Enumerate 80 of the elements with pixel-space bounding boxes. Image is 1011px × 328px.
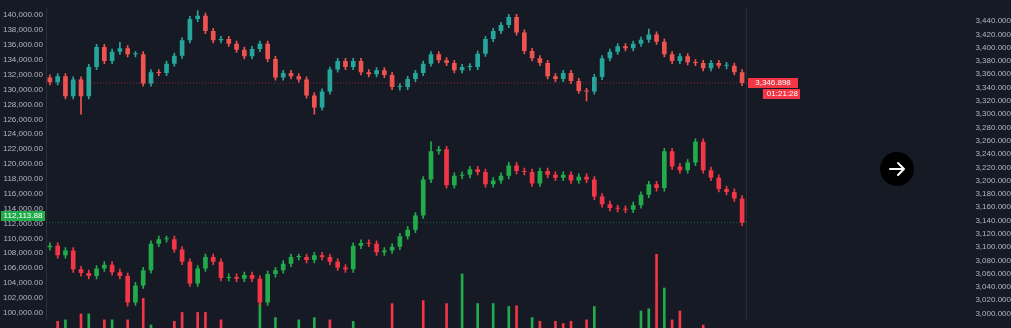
y2-tick-label: 3,340.000 xyxy=(975,82,1011,92)
y2-tick-label: 3,180.000 xyxy=(975,189,1011,199)
candlestick xyxy=(226,273,232,282)
candlestick xyxy=(366,69,372,78)
y2-tick-label: 3,140.000 xyxy=(975,215,1011,225)
y2-tick-label: 3,160.000 xyxy=(975,202,1011,212)
y-tick-label: 112,000.00 xyxy=(3,218,44,228)
y-tick-label: 116,000.00 xyxy=(3,188,44,198)
y-tick-label: 114,000.00 xyxy=(3,203,44,213)
y2-tick-label: 3,440.000 xyxy=(975,16,1011,26)
bar xyxy=(274,317,277,328)
bar xyxy=(141,298,145,328)
y-tick-label: 118,000.00 xyxy=(3,174,44,184)
y2-tick-label: 3,380.000 xyxy=(975,56,1011,66)
y2-tick-label: 3,240.000 xyxy=(975,149,1011,159)
y-tick-label: 104,000.00 xyxy=(2,278,44,288)
bar xyxy=(64,319,67,328)
y2-tick-label: 3,200.000 xyxy=(975,175,1011,185)
y-tick-label: 128,000.00 xyxy=(2,99,44,109)
bar xyxy=(173,321,176,328)
bar xyxy=(196,312,199,328)
candlestick xyxy=(156,69,162,76)
bar xyxy=(204,312,207,328)
y-tick-label: 140,000.00 xyxy=(2,10,44,20)
y-tick-label: 100,000.00 xyxy=(2,307,44,317)
bar xyxy=(421,300,425,328)
bar xyxy=(585,319,588,328)
ref-line-label: 3,346.898 xyxy=(755,78,792,88)
y2-tick-label: 3,360.000 xyxy=(975,69,1011,79)
y-tick-label: 134,000.00 xyxy=(2,55,44,65)
candlestick xyxy=(436,146,442,155)
y-tick-label: 136,000.00 xyxy=(2,40,44,50)
y2-tick-label: 3,040.000 xyxy=(975,282,1011,292)
y2-tick-label: 3,120.000 xyxy=(975,228,1011,238)
bar xyxy=(56,321,59,328)
y2-tick-label: 3,000.000 xyxy=(975,308,1011,318)
y-tick-label: 124,000.00 xyxy=(2,129,44,139)
bar xyxy=(655,254,658,328)
bar xyxy=(593,306,596,328)
bar xyxy=(647,308,651,328)
bar xyxy=(103,319,106,328)
bar xyxy=(476,303,479,328)
y-tick-label: 138,000.00 xyxy=(2,25,44,35)
bar xyxy=(515,305,518,328)
bar xyxy=(297,319,301,328)
y2-tick-label: 3,080.000 xyxy=(975,255,1011,265)
y2-tick-label: 3,020.000 xyxy=(975,295,1011,305)
bar xyxy=(507,306,511,328)
bar xyxy=(491,303,495,328)
y-tick-label: 132,000.00 xyxy=(2,69,44,79)
bar xyxy=(351,321,355,328)
y2-tick-label: 3,260.000 xyxy=(975,135,1011,145)
candlestick xyxy=(366,239,372,248)
y2-tick-label: 3,400.000 xyxy=(975,42,1011,52)
bar xyxy=(561,323,565,328)
y2-tick-label: 3,100.000 xyxy=(975,242,1011,252)
y2-tick-label: 3,300.000 xyxy=(975,109,1011,119)
bar xyxy=(663,287,666,328)
y-tick-label: 126,000.00 xyxy=(2,114,44,124)
y-tick-label: 130,000.00 xyxy=(2,84,44,94)
bar xyxy=(701,324,705,328)
bar xyxy=(87,313,91,328)
y-tick-label: 110,000.00 xyxy=(3,233,44,243)
y-tick-label: 102,000.00 xyxy=(2,293,44,303)
bar xyxy=(126,319,129,328)
bar xyxy=(313,317,316,328)
y2-tick-label: 3,220.000 xyxy=(975,162,1011,172)
y2-tick-label: 3,060.000 xyxy=(975,268,1011,278)
y-tick-label: 106,000.00 xyxy=(2,263,44,273)
candlestick xyxy=(296,253,302,261)
y-tick-label: 108,000.00 xyxy=(2,248,44,258)
y2-tick-label: 3,280.000 xyxy=(975,122,1011,132)
bar xyxy=(445,303,448,328)
bar xyxy=(554,321,557,328)
y2-tick-label: 3,320.000 xyxy=(975,96,1011,106)
y-tick-label: 120,000.00 xyxy=(2,159,44,169)
y2-tick-label: 3,420.000 xyxy=(975,29,1011,39)
ref-line-label: 112,113.88 xyxy=(3,211,43,221)
text: 01:21:28 xyxy=(766,89,799,99)
y-tick-label: 122,000.00 xyxy=(2,144,44,154)
